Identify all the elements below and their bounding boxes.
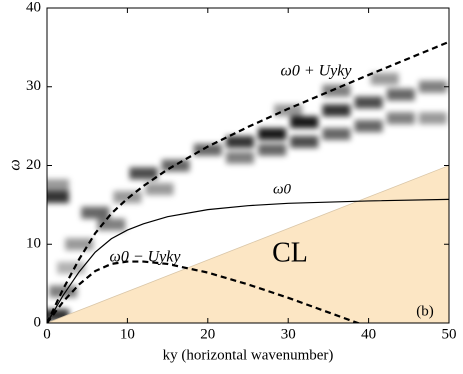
heat-cell [258, 143, 287, 156]
axes: 0 10 20 30 40 50 0 10 20 30 40 [26, 0, 457, 342]
y-tick-label: 0 [34, 314, 42, 330]
heat-cell [290, 135, 319, 148]
heat-cell [354, 120, 383, 133]
y-tick-label: 40 [26, 0, 41, 15]
heat-cell [81, 206, 110, 219]
heat-cell [57, 261, 86, 274]
heat-cell [386, 88, 415, 101]
series-label: CL [272, 237, 308, 268]
heat-cell [97, 218, 126, 231]
heat-cell [274, 104, 303, 117]
x-tick-label: 30 [281, 326, 296, 342]
y-tick-label: 30 [26, 78, 41, 94]
x-tick-label: 0 [43, 326, 51, 342]
heat-cell [322, 84, 351, 97]
heat-cell [145, 183, 174, 196]
curve [47, 260, 361, 323]
heat-cell [225, 135, 254, 148]
heat-cell [225, 151, 254, 164]
x-tick-label: 10 [120, 326, 135, 342]
heat-cell [113, 191, 142, 203]
heat-cell [161, 159, 190, 172]
heat-cell [129, 167, 158, 180]
heat-cell [418, 80, 447, 93]
panel-label: (b) [416, 303, 434, 319]
heat-cell [193, 143, 222, 156]
heat-cell [322, 104, 351, 117]
y-axis-label: ω [7, 159, 24, 170]
heat-cell [354, 96, 383, 109]
y-tick-label: 20 [26, 157, 41, 173]
heat-cell [290, 116, 319, 129]
heat-cell [322, 128, 351, 140]
y-tick-label: 10 [26, 236, 41, 252]
series-label: ω0 [273, 181, 292, 197]
heat-cell [418, 112, 447, 125]
heatmap [47, 72, 447, 322]
plot-area [47, 40, 449, 323]
x-axis-label: ky (horizontal wavenumber) [163, 347, 334, 363]
heat-cell [370, 72, 399, 85]
heat-cell [258, 128, 287, 140]
x-tick-label: 50 [442, 326, 457, 342]
heat-cell [47, 179, 70, 192]
x-tick-label: 20 [200, 326, 215, 342]
x-tick-label: 40 [361, 326, 376, 342]
series-label: ω0 − Uyky [110, 249, 182, 266]
curve [47, 198, 449, 323]
heat-cell [386, 112, 415, 125]
heat-cell [47, 191, 70, 203]
series-label: ω0 + Uyky [281, 63, 353, 80]
heat-cell [65, 238, 94, 251]
cl-region [47, 165, 449, 323]
curve [47, 40, 449, 323]
